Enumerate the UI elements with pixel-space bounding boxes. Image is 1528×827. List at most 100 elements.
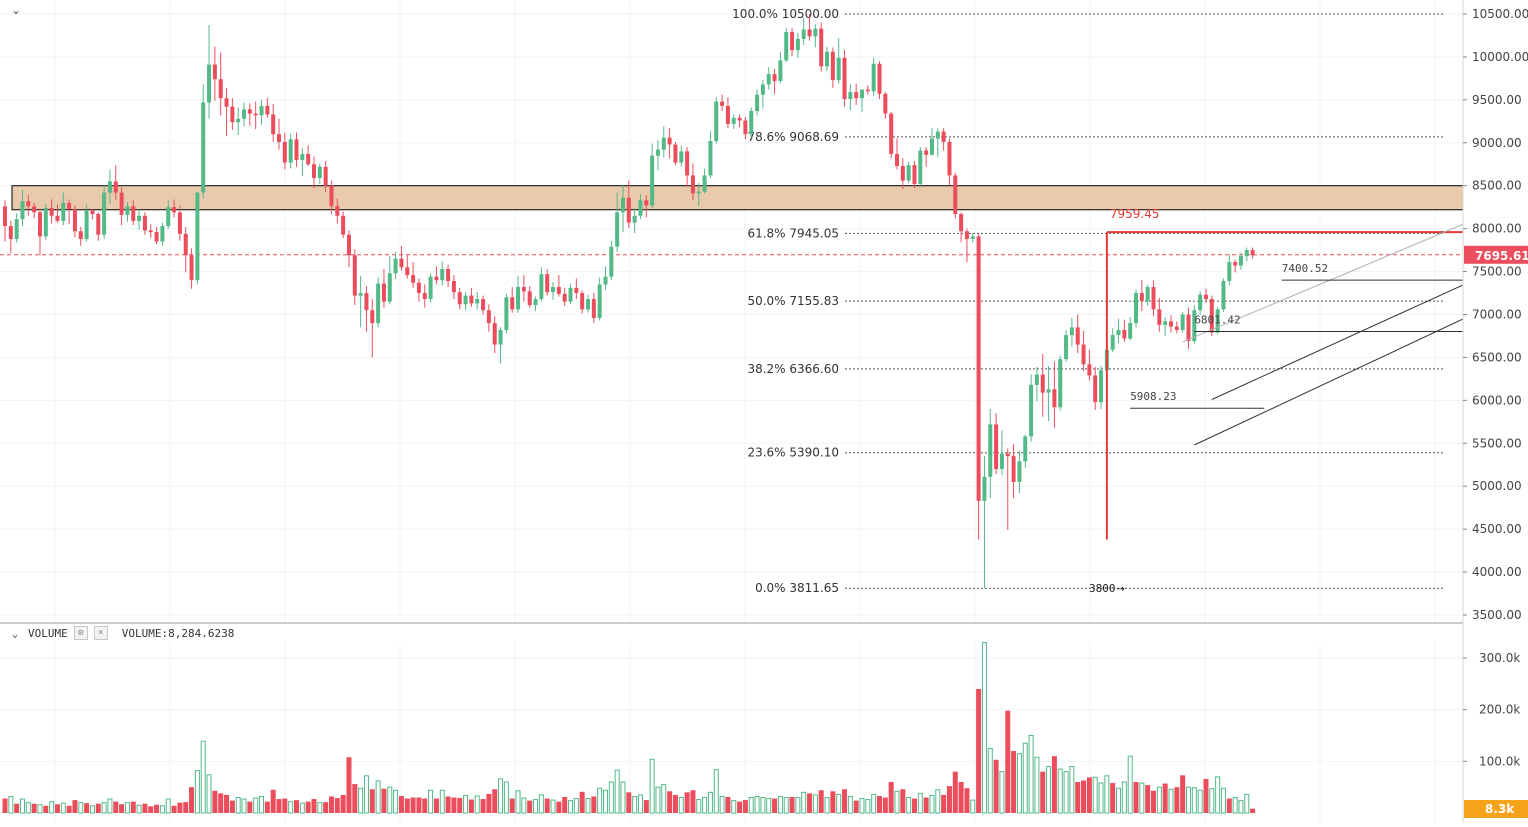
- candle[interactable]: [918, 147, 923, 186]
- candle[interactable]: [673, 141, 678, 166]
- candle[interactable]: [1215, 306, 1220, 335]
- candle[interactable]: [1180, 311, 1185, 333]
- candle[interactable]: [446, 264, 451, 288]
- candle[interactable]: [1198, 291, 1203, 315]
- candle[interactable]: [935, 128, 940, 158]
- resistance-zone-rect[interactable]: [11, 185, 1464, 211]
- candle[interactable]: [189, 248, 194, 289]
- candle[interactable]: [708, 130, 713, 178]
- candle[interactable]: [352, 249, 357, 306]
- candle[interactable]: [988, 408, 993, 499]
- candle[interactable]: [335, 198, 340, 224]
- candle[interactable]: [271, 104, 276, 142]
- candle[interactable]: [393, 251, 398, 280]
- candle[interactable]: [1099, 366, 1104, 409]
- candle[interactable]: [615, 192, 620, 252]
- candle[interactable]: [55, 204, 60, 223]
- candle[interactable]: [131, 200, 136, 226]
- candle[interactable]: [469, 287, 474, 307]
- candle[interactable]: [545, 268, 550, 296]
- candle[interactable]: [3, 200, 7, 242]
- candle[interactable]: [964, 228, 969, 263]
- candle[interactable]: [982, 456, 987, 589]
- candle[interactable]: [1221, 278, 1226, 312]
- candle[interactable]: [900, 158, 905, 190]
- candle[interactable]: [1157, 298, 1162, 332]
- candle[interactable]: [32, 202, 37, 219]
- candle[interactable]: [399, 245, 404, 271]
- candle[interactable]: [836, 38, 841, 84]
- candle[interactable]: [475, 292, 480, 310]
- candle[interactable]: [422, 284, 427, 308]
- candle[interactable]: [603, 266, 608, 290]
- candle[interactable]: [574, 278, 579, 300]
- candle[interactable]: [889, 111, 894, 159]
- candle[interactable]: [994, 413, 999, 475]
- candle[interactable]: [597, 277, 602, 321]
- candle[interactable]: [364, 286, 369, 332]
- candle[interactable]: [702, 168, 707, 194]
- candle[interactable]: [772, 68, 777, 94]
- candle[interactable]: [731, 114, 736, 130]
- candle[interactable]: [667, 128, 672, 159]
- candle[interactable]: [119, 187, 124, 226]
- candle[interactable]: [807, 14, 812, 41]
- candle[interactable]: [760, 80, 765, 109]
- candle[interactable]: [451, 275, 456, 300]
- candle[interactable]: [1017, 450, 1022, 494]
- candle[interactable]: [1174, 321, 1179, 334]
- candle[interactable]: [61, 192, 66, 226]
- candle[interactable]: [107, 169, 112, 204]
- candle[interactable]: [1186, 307, 1191, 349]
- drawings[interactable]: 7959.45 7400.52 6801.42 5908.23 3800 →: [1089, 207, 1528, 595]
- candle[interactable]: [1233, 259, 1238, 273]
- candle[interactable]: [177, 205, 182, 241]
- candle[interactable]: [90, 208, 95, 220]
- candle[interactable]: [527, 286, 532, 308]
- candle[interactable]: [1029, 374, 1034, 442]
- candle[interactable]: [644, 195, 649, 218]
- candle[interactable]: [819, 22, 824, 72]
- candle[interactable]: [1052, 361, 1057, 428]
- candle[interactable]: [96, 212, 101, 241]
- candle[interactable]: [277, 118, 282, 150]
- candle[interactable]: [434, 266, 439, 285]
- candle[interactable]: [1151, 280, 1156, 317]
- candle[interactable]: [1139, 280, 1144, 312]
- candle[interactable]: [521, 275, 526, 302]
- candle[interactable]: [854, 83, 859, 106]
- candle[interactable]: [1238, 252, 1243, 270]
- candle[interactable]: [970, 232, 975, 243]
- candle[interactable]: [84, 204, 89, 242]
- candle[interactable]: [871, 57, 876, 96]
- candle[interactable]: [230, 98, 235, 130]
- candle[interactable]: [976, 232, 981, 540]
- candle[interactable]: [556, 275, 561, 297]
- candle[interactable]: [586, 294, 590, 313]
- candle[interactable]: [311, 156, 316, 189]
- candle[interactable]: [1093, 366, 1098, 410]
- candle[interactable]: [679, 145, 684, 167]
- candle[interactable]: [725, 97, 730, 129]
- candle[interactable]: [696, 183, 701, 207]
- candle[interactable]: [1034, 366, 1039, 402]
- candle[interactable]: [253, 101, 258, 130]
- candle[interactable]: [317, 163, 322, 184]
- candle[interactable]: [481, 295, 486, 315]
- candle[interactable]: [860, 89, 865, 112]
- candle[interactable]: [813, 24, 818, 48]
- chevron-down-icon[interactable]: ⌄: [11, 626, 19, 640]
- candle[interactable]: [941, 128, 946, 151]
- candle[interactable]: [1122, 319, 1127, 342]
- candle[interactable]: [778, 51, 783, 84]
- candle[interactable]: [416, 278, 421, 302]
- candle[interactable]: [661, 126, 666, 158]
- candle[interactable]: [142, 212, 147, 235]
- candle[interactable]: [533, 296, 538, 312]
- candle[interactable]: [650, 143, 655, 209]
- candle[interactable]: [329, 180, 334, 215]
- candle[interactable]: [72, 205, 77, 238]
- candle[interactable]: [154, 226, 159, 245]
- candle[interactable]: [562, 287, 567, 306]
